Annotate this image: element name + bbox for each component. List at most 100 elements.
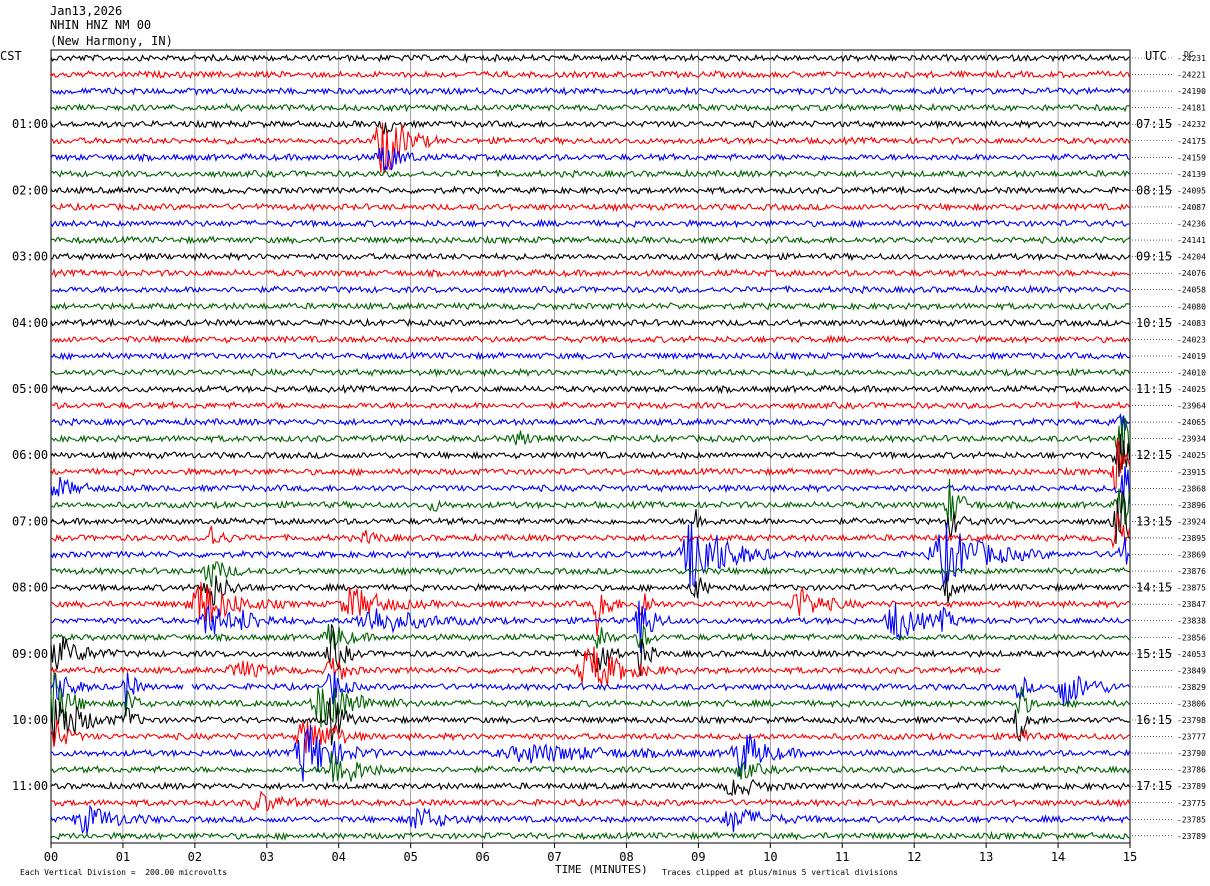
- trace-line: [50, 790, 1131, 813]
- trace-line: [50, 384, 1130, 395]
- x-tick-label: 06: [475, 850, 489, 864]
- dc-offset-label: -23896: [1177, 501, 1206, 510]
- trace-line: [50, 119, 1130, 135]
- trace-line: [50, 284, 1130, 295]
- trace-line: [50, 416, 1131, 463]
- trace-line: [50, 438, 1131, 490]
- dc-offset-label: -23934: [1177, 435, 1206, 444]
- left-hour-label: 10:00: [12, 713, 48, 727]
- trace-line: [50, 778, 1130, 797]
- trace-line: [50, 489, 1130, 545]
- dc-offset-label: -23798: [1177, 716, 1206, 725]
- dc-offset-label: -23790: [1177, 749, 1206, 758]
- trace-line: [50, 168, 1130, 179]
- right-hour-label: 14:15: [1136, 581, 1172, 595]
- x-tick-label: 01: [116, 850, 130, 864]
- trace-line: [50, 147, 1130, 171]
- dc-offset-label: -24204: [1177, 253, 1206, 262]
- scale-note: Each Vertical Division = 200.00 microvol…: [20, 868, 228, 877]
- trace-line: [50, 350, 1130, 361]
- trace-line: [50, 697, 1130, 746]
- clip-note: Traces clipped at plus/minus 5 vertical …: [662, 868, 899, 877]
- left-hour-label: 03:00: [12, 250, 48, 264]
- trace-line: [50, 724, 1131, 782]
- x-tick-label: 09: [691, 850, 705, 864]
- x-tick-label: 08: [619, 850, 633, 864]
- trace-line: [50, 317, 1130, 328]
- right-hour-label: 16:15: [1136, 713, 1172, 727]
- dc-offset-label: -23924: [1177, 517, 1206, 526]
- trace-line: [50, 672, 1130, 728]
- dc-offset-label: -23829: [1177, 683, 1206, 692]
- x-tick-label: 05: [403, 850, 417, 864]
- trace-line: [50, 623, 1130, 650]
- trace-line: [50, 804, 1130, 835]
- left-hour-label: 09:00: [12, 647, 48, 661]
- x-tick-label: 10: [763, 850, 777, 864]
- left-hour-label: 07:00: [12, 514, 48, 528]
- x-tick-label: 13: [979, 850, 993, 864]
- x-tick-label: 03: [260, 850, 274, 864]
- dc-offset-label: -23777: [1177, 733, 1206, 742]
- trace-line: [50, 400, 1130, 411]
- dc-offset-label: -24019: [1177, 352, 1206, 361]
- dc-offset-header: DC: [1184, 50, 1194, 59]
- dc-offset-label: -24023: [1177, 335, 1206, 344]
- x-tick-label: 04: [332, 850, 346, 864]
- dc-offset-label: -24095: [1177, 186, 1206, 195]
- left-hour-label: 08:00: [12, 581, 48, 595]
- dc-offset-label: -23775: [1177, 799, 1206, 808]
- dc-offset-label: -24025: [1177, 385, 1206, 394]
- trace-line: [50, 334, 1130, 345]
- trace-line: [50, 69, 1131, 80]
- x-tick-label: 14: [1051, 850, 1065, 864]
- dc-offset-label: -24190: [1177, 87, 1206, 96]
- trace-line: [50, 646, 1001, 686]
- trace-line: [50, 513, 1131, 549]
- left-timezone-label: CST: [0, 49, 22, 63]
- right-hour-label: 09:15: [1136, 250, 1172, 264]
- right-hour-label: 08:15: [1136, 183, 1172, 197]
- x-tick-label: 11: [835, 850, 849, 864]
- x-tick-label: 12: [907, 850, 921, 864]
- dc-offset-label: -23876: [1177, 567, 1206, 576]
- dc-offset-label: -24236: [1177, 220, 1206, 229]
- trace-line: [50, 218, 1130, 229]
- dc-offset-label: -24175: [1177, 137, 1206, 146]
- trace-line: [50, 122, 1130, 175]
- right-hour-label: 17:15: [1136, 779, 1172, 793]
- dc-offset-label: -24076: [1177, 269, 1206, 278]
- trace-line: [50, 86, 1131, 97]
- dc-offset-label: -24058: [1177, 286, 1206, 295]
- trace-line: [50, 234, 1130, 245]
- left-hour-label: 05:00: [12, 382, 48, 396]
- dc-offset-label: -23806: [1177, 699, 1206, 708]
- trace-line: [50, 301, 1130, 312]
- left-hour-label: 11:00: [12, 779, 48, 793]
- dc-offset-label: -23875: [1177, 584, 1206, 593]
- trace-line: [50, 367, 1130, 378]
- dc-offset-label: -24231: [1177, 54, 1206, 63]
- x-tick-label: 15: [1123, 850, 1137, 864]
- dc-offset-label: -23868: [1177, 484, 1206, 493]
- trace-line: [50, 830, 1130, 841]
- dc-offset-label: -23964: [1177, 402, 1206, 411]
- dc-offset-label: -23789: [1177, 782, 1206, 791]
- dc-offset-label: -23869: [1177, 551, 1206, 560]
- header-station: NHIN HNZ NM 00: [50, 18, 152, 32]
- dc-offset-label: -24083: [1177, 319, 1206, 328]
- dc-offset-label: -24181: [1177, 104, 1206, 113]
- right-hour-label: 10:15: [1136, 316, 1172, 330]
- trace-line: [50, 600, 1130, 653]
- trace-line: [50, 52, 1130, 64]
- trace-line: [50, 185, 1130, 196]
- dc-offset-label: -24053: [1177, 650, 1206, 659]
- dc-offset-label: -23915: [1177, 468, 1206, 477]
- dc-offset-label: -23785: [1177, 815, 1206, 824]
- trace-line: [50, 561, 1130, 588]
- dc-offset-label: -23789: [1177, 832, 1206, 841]
- x-tick-label: 00: [44, 850, 58, 864]
- dc-offset-label: -23786: [1177, 766, 1206, 775]
- trace-line: [50, 581, 1130, 637]
